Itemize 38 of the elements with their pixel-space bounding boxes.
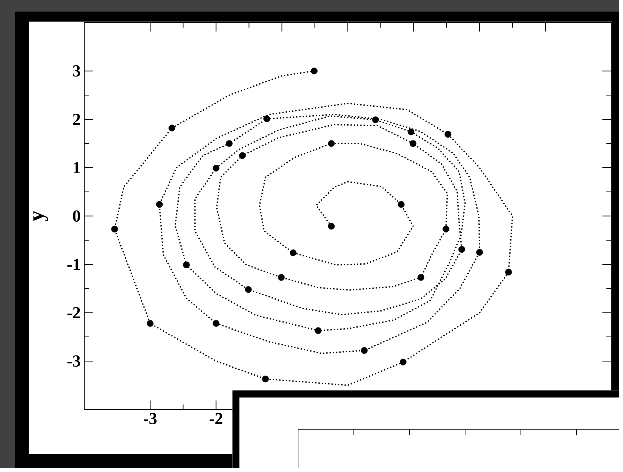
point [264,116,270,123]
point [328,223,335,230]
point [290,250,297,256]
point [212,165,220,172]
point [111,226,118,233]
point [278,274,285,282]
point [444,131,452,138]
point [226,140,233,148]
point [183,262,190,269]
point [328,140,335,148]
point [156,201,164,208]
point [408,128,415,136]
point [212,320,220,328]
point [505,269,512,276]
point [361,347,368,354]
point [410,140,417,148]
y-tick-label: 2 [73,114,80,126]
point [262,376,270,383]
point [400,359,407,366]
y-axis-title: y [34,211,48,222]
point [315,328,322,334]
point [398,201,405,208]
point [442,226,450,233]
point [418,274,425,282]
y-tick-label: 1 [74,162,80,174]
y-tick-label: -1 [68,259,80,270]
y-tick-label: 3 [73,66,80,77]
point [476,249,484,256]
y-tick-label: -2 [68,307,80,319]
point [168,124,176,132]
y-tick-label: -3 [68,356,80,368]
point [311,68,318,75]
point [458,246,466,254]
y-tick-label: 0 [73,210,80,222]
point [372,116,380,124]
point [147,320,154,328]
point [239,152,246,160]
point [245,286,252,294]
